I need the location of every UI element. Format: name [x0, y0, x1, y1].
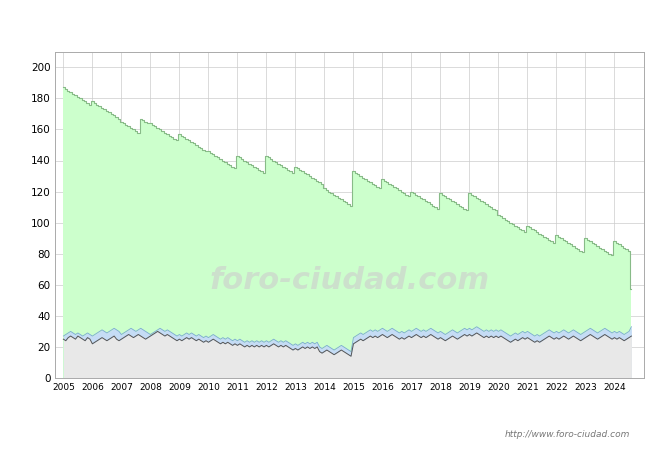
Text: foro-ciudad.com: foro-ciudad.com: [209, 266, 489, 295]
Text: http://www.foro-ciudad.com: http://www.foro-ciudad.com: [505, 430, 630, 439]
Text: Riofrío - Evolucion de la poblacion en edad de Trabajar Septiembre de 2024: Riofrío - Evolucion de la poblacion en e…: [94, 17, 556, 30]
